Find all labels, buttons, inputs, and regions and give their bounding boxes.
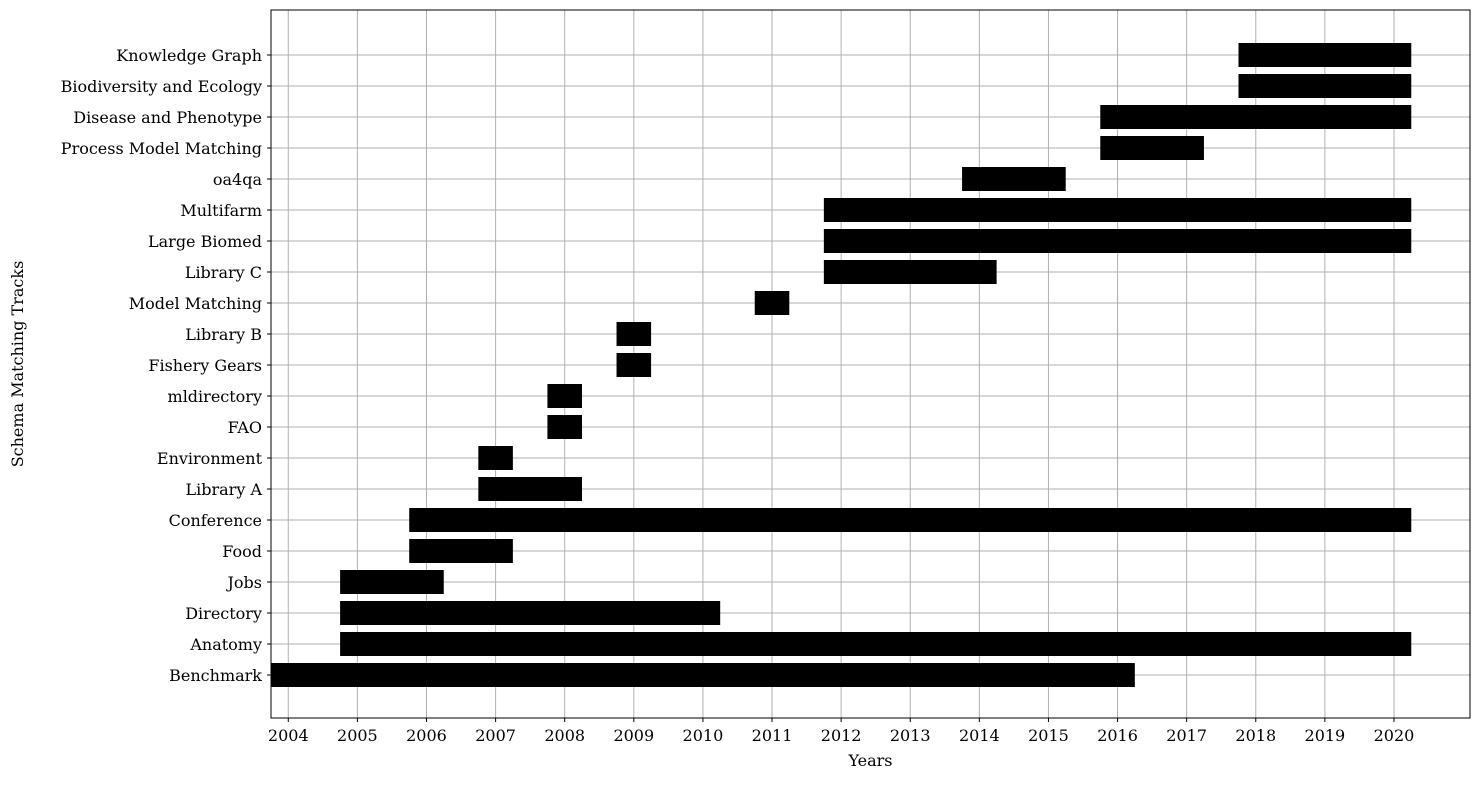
bar-biodiversity-and-ecology <box>1238 74 1412 98</box>
bar-process-model-matching <box>1100 136 1204 160</box>
y-tick-label: Jobs <box>226 573 263 592</box>
x-tick-label: 2014 <box>959 726 1000 745</box>
x-tick-label: 2018 <box>1235 726 1276 745</box>
x-tick-label: 2005 <box>337 726 378 745</box>
tick-layer: 2004 2005 2006 2007 2008 2009 2010 2011 2012 2013… <box>61 46 1415 745</box>
y-tick-label: Fishery Gears <box>148 356 262 375</box>
y-tick-label: Large Biomed <box>148 232 262 251</box>
bar-jobs <box>340 570 444 594</box>
bar-library-a <box>478 477 582 501</box>
bar-multifarm <box>823 198 1412 222</box>
y-tick-label: Library B <box>185 325 262 344</box>
bar-benchmark <box>271 663 1135 687</box>
bar-knowledge-graph <box>1238 43 1412 67</box>
x-tick-label: 2013 <box>890 726 931 745</box>
x-tick-label: 2007 <box>475 726 516 745</box>
bar-model-matching <box>754 291 790 315</box>
bar-oa4qa <box>962 167 1066 191</box>
y-tick-label: Library C <box>185 263 262 282</box>
y-tick-label: Conference <box>169 511 262 530</box>
y-tick-label: Knowledge Graph <box>116 46 262 65</box>
y-tick-label: Disease and Phenotype <box>73 108 262 127</box>
bar-mldirectory <box>547 384 582 408</box>
y-tick-label: Process Model Matching <box>61 139 262 158</box>
y-tick-label: oa4qa <box>213 170 263 189</box>
y-axis-title: Schema Matching Tracks <box>8 261 27 468</box>
bar-disease-and-phenotype <box>1100 105 1412 129</box>
y-tick-label: Directory <box>185 604 262 623</box>
y-tick-label: Anatomy <box>189 635 262 654</box>
x-tick-label: 2016 <box>1097 726 1138 745</box>
bar-anatomy <box>340 632 1412 656</box>
x-tick-label: 2015 <box>1028 726 1069 745</box>
bar-food <box>409 539 513 563</box>
bar-library-b <box>616 322 652 346</box>
plot-frame <box>270 9 1471 719</box>
x-tick-label: 2008 <box>544 726 585 745</box>
x-tick-label: 2010 <box>683 726 724 745</box>
x-tick-label: 2019 <box>1305 726 1346 745</box>
bar-library-c <box>823 260 997 284</box>
x-tick-label: 2011 <box>752 726 793 745</box>
bar-conference <box>409 508 1412 532</box>
x-tick-label: 2009 <box>613 726 654 745</box>
y-tick-label: Model Matching <box>129 294 262 313</box>
y-tick-label: Biodiversity and Ecology <box>61 77 262 96</box>
x-tick-label: 2012 <box>821 726 862 745</box>
bar-layer <box>271 43 1412 687</box>
y-tick-label: Environment <box>157 449 263 468</box>
bar-fishery-gears <box>616 353 652 377</box>
x-tick-label: 2020 <box>1374 726 1415 745</box>
bar-environment <box>478 446 513 470</box>
y-tick-label: Benchmark <box>169 666 262 685</box>
x-axis-title: Years <box>847 751 892 770</box>
bar-fao <box>547 415 582 439</box>
y-tick-label: Library A <box>186 480 263 499</box>
y-tick-label: Food <box>222 542 262 561</box>
y-tick-label: FAO <box>228 418 262 437</box>
bar-directory <box>340 601 721 625</box>
y-tick-label: Multifarm <box>180 201 262 220</box>
y-tick-label: mldirectory <box>168 387 262 406</box>
bar-large-biomed <box>823 229 1412 253</box>
x-tick-label: 2004 <box>268 726 309 745</box>
x-tick-label: 2006 <box>406 726 447 745</box>
x-tick-label: 2017 <box>1166 726 1207 745</box>
